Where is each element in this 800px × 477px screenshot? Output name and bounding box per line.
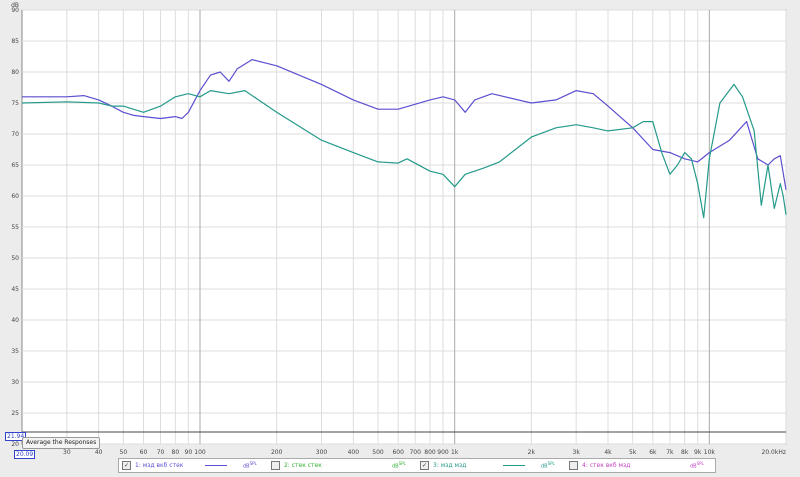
x-tick-label: 500	[372, 449, 384, 456]
legend-item-3: ✓ 3: мзд мзд dBSPL	[417, 461, 566, 470]
x-tick-label: 60	[140, 449, 148, 456]
x-tick-label: 90	[185, 449, 193, 456]
x-tick-label: 5k	[629, 449, 637, 456]
y-axis-label: dB	[11, 2, 19, 9]
legend-item-2: 2: стек стек dBSPL	[268, 461, 417, 470]
x-tick-label: 20.0kHz	[762, 449, 787, 456]
legend-unit: dBSPL	[690, 461, 704, 470]
x-tick-label: 80	[172, 449, 180, 456]
x-tick-label: 600	[392, 449, 404, 456]
series-line-3	[21, 83, 787, 219]
legend-unit: dBSPL	[243, 461, 257, 470]
y-tick-label: 85	[11, 38, 19, 45]
y-tick-label: 55	[11, 224, 19, 231]
x-tick-label: 800	[424, 449, 436, 456]
y-tick-label: 80	[11, 69, 19, 76]
frequency-response-chart[interactable]: 90 85 80 75 70 65 60 55 50 45 40 35 30 25 20 dB 30 40 50 60…	[0, 0, 800, 457]
x-tick-label: 100	[194, 449, 206, 456]
y-tick-label: 60	[11, 193, 19, 200]
legend: ✓ 1: мзд вкб стек dBSPL 2: стек стек dBSPL ✓ 3…	[118, 458, 716, 473]
y-tick-label: 30	[11, 379, 19, 386]
y-tick-label: 40	[11, 317, 19, 324]
series-visibility-checkbox[interactable]	[271, 461, 280, 470]
legend-swatch	[503, 465, 525, 466]
x-tick-label: 1k	[451, 449, 459, 456]
legend-swatch	[354, 465, 376, 466]
y-tick-label: 50	[11, 255, 19, 262]
legend-unit: dBSPL	[392, 461, 406, 470]
x-tick-label: 3k	[573, 449, 581, 456]
legend-swatch	[652, 465, 674, 466]
x-tick-label: 7k	[666, 449, 674, 456]
x-tick-label: 50	[120, 449, 128, 456]
x-tick-label: 400	[348, 449, 360, 456]
legend-swatch	[205, 465, 227, 466]
y-tick-label: 25	[11, 410, 19, 417]
y-tick-label: 70	[11, 131, 19, 138]
y-tick-label: 45	[11, 286, 19, 293]
series-line-1	[22, 59, 787, 190]
y-tick-label: 75	[11, 100, 19, 107]
y-tick-label: 20	[11, 441, 19, 448]
x-tick-label: 2k	[528, 449, 536, 456]
legend-item-1: ✓ 1: мзд вкб стек dBSPL	[119, 461, 268, 470]
legend-label: 2: стек стек	[284, 462, 322, 469]
x-tick-label: 30	[63, 449, 71, 456]
y-tick-label: 90	[11, 7, 19, 14]
x-tick-label: 70	[157, 449, 165, 456]
y-tick-label: 35	[11, 348, 19, 355]
series-visibility-checkbox[interactable]: ✓	[122, 461, 131, 470]
x-tick-label: 900	[437, 449, 449, 456]
x-tick-label: 8k	[681, 449, 689, 456]
legend-label: 3: мзд мзд	[433, 462, 467, 469]
x-tick-label: 4k	[604, 449, 612, 456]
cursor-y-readout: 21.94	[5, 432, 27, 441]
legend-label: 4: стек вкб мзд	[582, 462, 631, 469]
x-tick-label: 200	[271, 449, 283, 456]
x-tick-label: 10k	[704, 449, 716, 456]
x-tick-label: 9k	[694, 449, 702, 456]
x-tick-label: 6k	[649, 449, 657, 456]
average-responses-button[interactable]: Average the Responses	[22, 437, 101, 449]
x-tick-label: 300	[316, 449, 328, 456]
x-tick-label: 700	[409, 449, 421, 456]
series-visibility-checkbox[interactable]	[569, 461, 578, 470]
legend-unit: dBSPL	[541, 461, 555, 470]
y-tick-label: 65	[11, 162, 19, 169]
series-visibility-checkbox[interactable]: ✓	[420, 461, 429, 470]
legend-label: 1: мзд вкб стек	[135, 462, 184, 469]
x-tick-label: 40	[95, 449, 103, 456]
legend-item-4: 4: стек вкб мзд dBSPL	[566, 461, 715, 470]
cursor-x-readout: 20.09	[14, 450, 36, 459]
